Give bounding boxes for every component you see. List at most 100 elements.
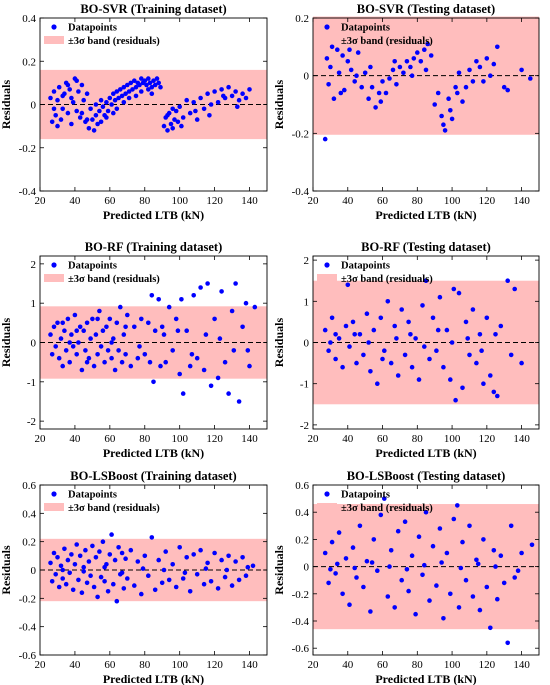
data-point [105,348,111,353]
data-point [343,556,349,561]
data-point [191,552,196,557]
chart-title: BO-LSBoost (Training dataset) [70,469,236,483]
chart-title: BO-SVR (Testing dataset) [357,2,495,16]
data-point [65,316,71,322]
data-point [208,579,214,584]
data-point [77,553,83,559]
data-point [226,553,231,559]
data-point [79,367,85,373]
data-point [109,355,114,361]
data-point [177,371,182,377]
data-point [109,340,114,345]
data-point [411,56,417,61]
data-point [364,558,370,564]
x-tick-label: 100 [171,433,188,445]
data-point [139,89,144,94]
data-point [470,307,476,312]
data-point [245,564,251,570]
data-point [184,555,189,560]
data-point [420,303,425,308]
data-point [375,381,380,387]
data-point [53,113,58,118]
data-point [60,363,65,369]
data-point [491,61,497,67]
data-point [328,64,333,70]
legend-label-band: ±3σ band (residuals) [341,274,433,285]
data-point [475,561,481,567]
data-point [187,589,193,594]
data-point [368,369,373,374]
data-point [331,96,337,101]
data-point [474,557,479,563]
legend-label-datapoints: Datapoints [68,261,117,272]
y-tick-label: 0 [31,338,37,350]
data-point [427,598,432,603]
data-point [495,393,500,399]
data-point [53,572,58,577]
data-point [413,336,418,341]
data-point [243,300,249,306]
data-point [146,320,151,326]
data-point [243,95,249,101]
legend-swatch-band [317,503,337,511]
data-point [60,93,65,99]
data-point [177,545,182,550]
data-point [179,297,184,302]
legend-marker-datapoints [324,491,330,497]
data-point [481,537,486,542]
data-point [375,568,380,573]
data-point [484,56,490,61]
data-point [104,324,109,330]
x-tick-label: 40 [342,659,354,671]
x-tick-label: 100 [171,195,188,207]
data-point [60,106,65,112]
data-point [67,87,72,92]
data-point [119,93,125,99]
data-point [165,128,170,133]
data-point [105,589,111,594]
data-point [215,375,221,381]
data-point [194,117,200,122]
data-point [135,559,141,564]
data-point [415,50,420,55]
legend: Datapoints ±3σ band (residuals) [44,23,160,47]
data-point [173,316,179,322]
data-point [152,328,158,334]
data-point [132,583,137,588]
data-point [345,59,351,64]
data-point [139,76,144,81]
data-point [240,324,245,330]
data-point [357,523,363,529]
axes-frame [312,17,540,192]
data-point [493,564,498,569]
y-tick-label: 1 [304,296,310,308]
data-point [347,602,352,607]
data-point [434,583,439,588]
legend-marker-datapoints [51,491,57,497]
data-point [335,47,340,52]
data-point [159,324,165,330]
data-point [55,123,60,129]
data-point [357,332,363,337]
y-tick-label: 0.4 [22,508,36,520]
y-tick-label: 0.2 [22,537,36,549]
data-point [222,359,228,365]
y-tick-label: -0.4 [19,622,37,634]
x-axis-label: Predicted LTB (kN) [375,208,476,222]
data-point [77,324,83,330]
data-point [212,550,217,556]
data-point [137,344,142,349]
data-point [215,100,221,105]
data-point [406,319,411,325]
data-point [91,128,97,133]
data-point [340,53,345,58]
data-point [505,640,511,646]
y-tick-label: 2 [304,255,310,267]
data-point [470,594,476,599]
data-point [159,580,165,586]
data-point [119,359,125,365]
data-point [428,53,434,58]
data-point [62,546,67,552]
data-point [333,571,338,576]
data-point [208,383,214,389]
